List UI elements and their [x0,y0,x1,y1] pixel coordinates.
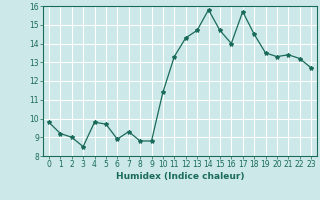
X-axis label: Humidex (Indice chaleur): Humidex (Indice chaleur) [116,172,244,181]
